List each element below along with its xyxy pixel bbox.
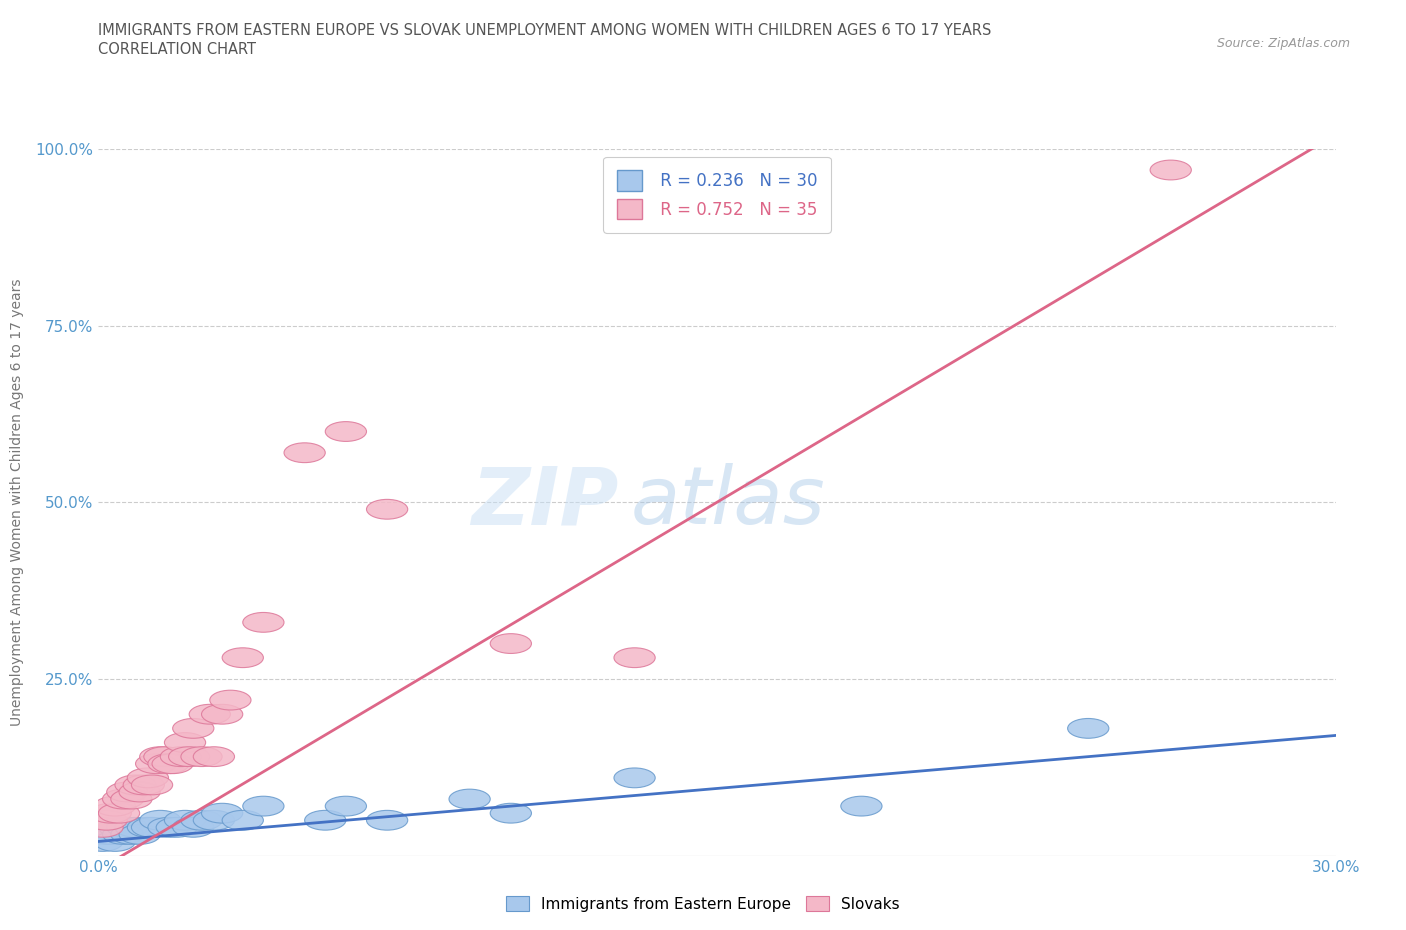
Ellipse shape [86,825,128,844]
Ellipse shape [139,747,181,766]
Ellipse shape [165,733,205,752]
Ellipse shape [90,804,131,823]
Ellipse shape [491,804,531,823]
Ellipse shape [1067,719,1109,738]
Ellipse shape [243,613,284,632]
Ellipse shape [148,754,190,774]
Ellipse shape [614,768,655,788]
Ellipse shape [209,690,252,710]
Text: CORRELATION CHART: CORRELATION CHART [98,42,256,57]
Ellipse shape [841,796,882,816]
Ellipse shape [173,817,214,837]
Ellipse shape [94,796,135,816]
Ellipse shape [173,719,214,738]
Ellipse shape [103,790,143,809]
Ellipse shape [111,825,152,844]
Ellipse shape [325,421,367,442]
Ellipse shape [107,817,148,837]
Ellipse shape [181,747,222,766]
Ellipse shape [614,648,655,668]
Text: atlas: atlas [630,463,825,541]
Text: IMMIGRANTS FROM EASTERN EUROPE VS SLOVAK UNEMPLOYMENT AMONG WOMEN WITH CHILDREN : IMMIGRANTS FROM EASTERN EUROPE VS SLOVAK… [98,23,991,38]
Ellipse shape [90,825,131,844]
Ellipse shape [143,747,186,766]
Ellipse shape [135,754,177,774]
Y-axis label: Unemployment Among Women with Children Ages 6 to 17 years: Unemployment Among Women with Children A… [10,278,24,726]
Ellipse shape [193,747,235,766]
Ellipse shape [193,810,235,830]
Ellipse shape [107,782,148,802]
Text: Source: ZipAtlas.com: Source: ZipAtlas.com [1216,37,1350,50]
Legend: Immigrants from Eastern Europe, Slovaks: Immigrants from Eastern Europe, Slovaks [499,889,907,918]
Ellipse shape [169,747,209,766]
Ellipse shape [82,817,124,837]
Ellipse shape [491,633,531,654]
Ellipse shape [1150,160,1191,179]
Text: ZIP: ZIP [471,463,619,541]
Ellipse shape [94,831,135,851]
Ellipse shape [367,810,408,830]
Ellipse shape [284,443,325,462]
Ellipse shape [115,775,156,795]
Legend:  R = 0.236   N = 30,  R = 0.752   N = 35: R = 0.236 N = 30, R = 0.752 N = 35 [603,157,831,232]
Ellipse shape [367,499,408,519]
Ellipse shape [201,804,243,823]
Ellipse shape [128,768,169,788]
Ellipse shape [120,782,160,802]
Ellipse shape [243,796,284,816]
Ellipse shape [131,817,173,837]
Ellipse shape [165,810,205,830]
Ellipse shape [449,790,491,809]
Ellipse shape [190,704,231,724]
Ellipse shape [222,648,263,668]
Ellipse shape [86,810,128,830]
Ellipse shape [124,775,165,795]
Ellipse shape [82,831,124,851]
Ellipse shape [111,790,152,809]
Ellipse shape [139,810,181,830]
Ellipse shape [120,825,160,844]
Ellipse shape [103,825,143,844]
Ellipse shape [128,817,169,837]
Ellipse shape [98,817,139,837]
Ellipse shape [305,810,346,830]
Ellipse shape [131,775,173,795]
Ellipse shape [115,817,156,837]
Ellipse shape [201,704,243,724]
Ellipse shape [152,754,193,774]
Ellipse shape [222,810,263,830]
Ellipse shape [98,804,139,823]
Ellipse shape [156,817,197,837]
Ellipse shape [325,796,367,816]
Ellipse shape [160,747,201,766]
Ellipse shape [181,810,222,830]
Ellipse shape [148,817,190,837]
